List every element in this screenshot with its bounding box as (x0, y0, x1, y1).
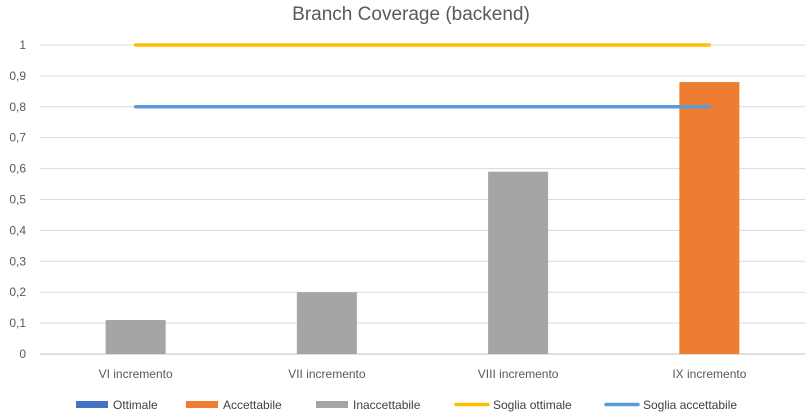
y-tick-label: 0,3 (9, 254, 26, 268)
y-tick-label: 0,7 (9, 131, 26, 145)
legend-item: Soglia ottimale (454, 398, 572, 412)
legend: Ottimale Accettabile Inaccettabile Soglia o… (76, 398, 737, 412)
bars (105, 82, 740, 354)
chart-title: Branch Coverage (backend) (292, 4, 530, 25)
x-tick-label: IX incremento (672, 367, 746, 381)
legend-label: Accettabile (223, 398, 282, 412)
y-tick-label: 0 (19, 347, 26, 361)
legend-item: Ottimale (76, 398, 158, 412)
legend-label: Soglia ottimale (493, 398, 572, 412)
legend-swatch (76, 401, 108, 408)
y-tick-label: 0,9 (9, 69, 26, 83)
bar-inaccettabile (105, 320, 166, 354)
bar-inaccettabile (296, 292, 357, 354)
y-tick-label: 0,5 (9, 193, 26, 207)
y-tick-label: 0,6 (9, 162, 26, 176)
x-tick-label: VI incremento (99, 367, 173, 381)
legend-label: Inaccettabile (353, 398, 421, 412)
legend-item: Accettabile (186, 398, 282, 412)
y-tick-label: 0,2 (9, 285, 26, 299)
legend-item: Soglia accettabile (604, 398, 737, 412)
legend-item: Inaccettabile (316, 398, 421, 412)
y-tick-label: 0,1 (9, 316, 26, 330)
legend-swatch (186, 401, 218, 408)
x-axis: VI incremento VII incremento VIII incremen… (99, 367, 747, 381)
y-tick-label: 0,8 (9, 100, 26, 114)
y-tick-label: 0,4 (9, 223, 26, 237)
x-tick-label: VIII incremento (478, 367, 559, 381)
bar-inaccettabile (488, 171, 549, 354)
bar-accettabile (679, 82, 740, 354)
x-tick-label: VII incremento (288, 367, 366, 381)
legend-label: Ottimale (113, 398, 158, 412)
y-tick-label: 1 (19, 38, 26, 52)
legend-label: Soglia accettabile (643, 398, 737, 412)
threshold-lines (133, 43, 712, 109)
y-axis: 0 0,1 0,2 0,3 0,4 0,5 0,6 0,7 0,8 0,9 1 (9, 38, 26, 361)
legend-swatch (316, 401, 348, 408)
